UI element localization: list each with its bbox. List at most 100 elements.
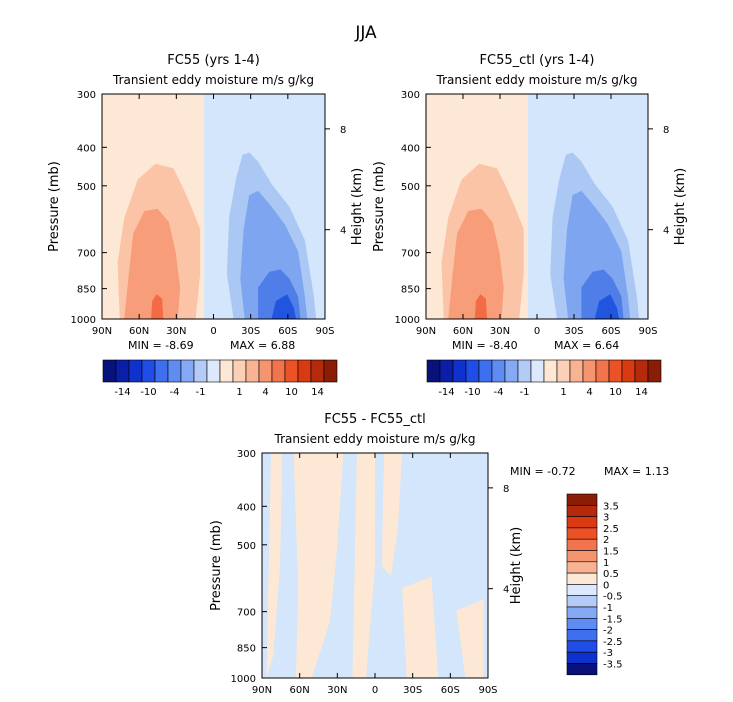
colorbar-cell (530, 359, 545, 383)
colorbar-cell (219, 359, 234, 383)
contour-pos3 (124, 208, 181, 319)
colorbar-cell (310, 359, 325, 383)
colorbar-label: -4 (494, 387, 504, 398)
colorbar-cell (582, 359, 597, 383)
colorbar-label: -10 (140, 387, 156, 398)
y-tick-label: 400 (77, 143, 96, 154)
y-tick-label: 700 (401, 249, 420, 260)
y-tick-label: 300 (401, 90, 420, 101)
colorbar-cell (452, 359, 467, 383)
colorbar-cell (566, 629, 598, 642)
max-label: MAX = 6.88 (230, 339, 295, 352)
colorbar-label: 10 (609, 387, 622, 398)
colorbar-cell (566, 527, 598, 540)
colorbar-label: -14 (114, 387, 130, 398)
y-tick-label: 300 (77, 90, 96, 101)
x-tick-label: 90N (92, 326, 112, 337)
y-tick-label: 850 (77, 285, 96, 296)
colorbar-cell (566, 617, 598, 630)
panel-title: FC55_ctl (yrs 1-4) (480, 53, 595, 68)
contour-diff-pos (266, 453, 283, 678)
panel-subtitle: Transient eddy moisture m/s g/kg (436, 73, 638, 87)
colorbar-cell (245, 359, 260, 383)
colorbar-cell (566, 640, 598, 653)
colorbar-cell (284, 359, 299, 383)
colorbar-cell (566, 584, 598, 597)
min-label: MIN = -8.40 (452, 339, 518, 352)
panel-panel_diff: FC55 - FC55_ctl Transient eddy moisture m… (209, 412, 669, 696)
y-tick-label: 300 (237, 449, 256, 460)
x-tick-label: 0 (210, 326, 216, 337)
height-tick-label: 4 (663, 226, 669, 237)
colorbar-cell (566, 606, 598, 619)
colorbar-label: 2 (603, 535, 609, 546)
height-tick-label: 4 (503, 585, 509, 596)
height-tick-label: 8 (663, 125, 669, 136)
colorbar-label: -1 (603, 603, 613, 614)
colorbar-cell (504, 359, 519, 383)
height-tick-label: 8 (503, 484, 509, 495)
y-tick-label: 500 (77, 182, 96, 193)
colorbar-cell (426, 359, 441, 383)
colorbar-cell (556, 359, 571, 383)
colorbar-diff: 3.532.521.510.50-0.5-1-1.5-2-2.5-3-3.5 (566, 493, 623, 676)
colorbar-cell (128, 359, 143, 383)
colorbar-cell (465, 359, 480, 383)
colorbar-label: 4 (262, 387, 268, 398)
colorbar-cell (566, 595, 598, 608)
colorbar-cell (566, 651, 598, 664)
colorbar-cell (621, 359, 636, 383)
contour-diff-pos (456, 599, 484, 678)
colorbar-left: -14 -10 -4 -1 1 4 10 14 (102, 359, 338, 398)
colorbar-label: 4 (586, 387, 592, 398)
colorbar-label: -1.5 (603, 614, 623, 625)
colorbar-cell (566, 516, 598, 529)
contour-pos4 (474, 294, 488, 319)
right-axis-label: Height (km) (350, 168, 365, 245)
colorbar-cell (193, 359, 208, 383)
y-tick-label: 850 (401, 285, 420, 296)
min-label: MIN = -0.72 (510, 465, 576, 478)
colorbar-cell (566, 504, 598, 517)
colorbar-label: 10 (285, 387, 298, 398)
x-tick-label: 60N (129, 326, 149, 337)
x-tick-label: 60S (278, 326, 297, 337)
colorbar-label: -2 (603, 626, 613, 637)
y-tick-label: 1000 (231, 674, 256, 685)
page-title: JJA (354, 23, 377, 43)
y-tick-label: 400 (401, 143, 420, 154)
colorbar-cell (297, 359, 312, 383)
colorbar-cell (115, 359, 130, 383)
colorbar-cell (566, 493, 598, 506)
y-tick-label: 700 (237, 608, 256, 619)
x-tick-label: 0 (534, 326, 540, 337)
x-tick-label: 90S (315, 326, 334, 337)
panel-title: FC55 (yrs 1-4) (167, 53, 260, 68)
panel-title: FC55 - FC55_ctl (324, 412, 426, 427)
x-tick-label: 90S (478, 685, 497, 696)
colorbar-cell (491, 359, 506, 383)
x-tick-label: 90N (252, 685, 272, 696)
max-label: MAX = 6.64 (554, 339, 619, 352)
colorbar-label: 2.5 (603, 524, 619, 535)
colorbar-label: -2.5 (603, 637, 623, 648)
x-tick-label: 60N (290, 685, 310, 696)
contour-diff-pos (293, 453, 344, 678)
x-tick-label: 30N (166, 326, 186, 337)
colorbar-cell (258, 359, 273, 383)
colorbar-cell (102, 359, 117, 383)
height-tick-label: 4 (340, 226, 346, 237)
colorbar-label: -4 (170, 387, 180, 398)
colorbar-cell (566, 572, 598, 585)
y-tick-label: 500 (237, 541, 256, 552)
height-tick-label: 8 (340, 125, 346, 136)
colorbar-cell (439, 359, 454, 383)
colorbar-label: 1 (560, 387, 566, 398)
x-tick-label: 0 (372, 685, 378, 696)
y-tick-label: 500 (401, 182, 420, 193)
colorbar-cell (543, 359, 558, 383)
x-tick-label: 60S (441, 685, 460, 696)
y-axis-label: Pressure (mb) (47, 161, 62, 252)
x-tick-label: 60S (601, 326, 620, 337)
